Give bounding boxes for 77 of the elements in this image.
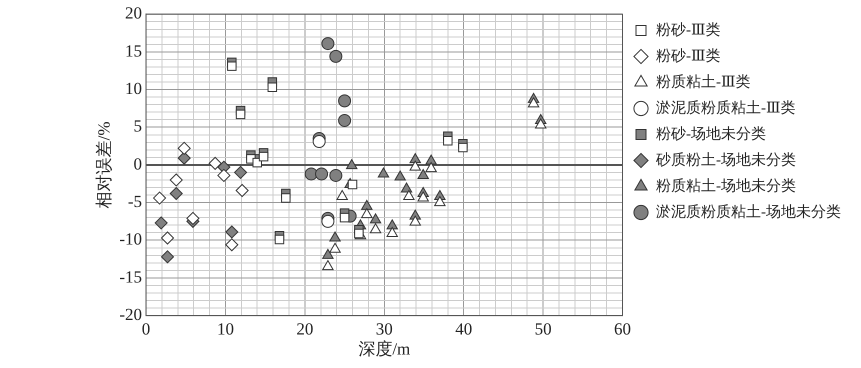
point (329, 242, 341, 253)
point (315, 167, 328, 180)
point (338, 94, 352, 108)
point (361, 200, 373, 210)
point (329, 168, 342, 182)
point (410, 153, 421, 164)
legend-label: 粉质粘土-场地未分类 (656, 177, 796, 194)
point (336, 190, 348, 200)
y-tick-label: -5 (128, 192, 142, 212)
point (186, 212, 200, 225)
point (434, 196, 446, 206)
point (322, 248, 334, 259)
point (361, 208, 373, 218)
x-axis-title: 深度/m (358, 340, 410, 359)
point (370, 223, 382, 234)
point (417, 192, 429, 202)
point (403, 190, 415, 200)
point (154, 216, 168, 230)
legend-label: 粉砂-场地未分类 (656, 125, 766, 142)
point (329, 50, 342, 63)
point (170, 187, 183, 200)
y-axis-title: 相对误差/% (94, 121, 114, 208)
y-tick-label: 0 (134, 154, 142, 174)
point (234, 166, 248, 179)
point (338, 114, 352, 127)
point (161, 250, 174, 264)
point (535, 118, 546, 128)
point (386, 226, 398, 237)
point (528, 97, 540, 108)
point (346, 159, 358, 170)
y-tick-label: -15 (119, 267, 142, 286)
point (321, 214, 334, 228)
point (227, 61, 237, 71)
point (321, 37, 334, 50)
point (322, 260, 334, 270)
x-tick-label: 60 (614, 319, 632, 338)
point (312, 135, 326, 148)
point (236, 110, 246, 120)
point (274, 234, 284, 244)
y-tick-label: 5 (134, 116, 142, 136)
point (258, 152, 268, 162)
x-tick-label: 50 (534, 319, 552, 338)
point (378, 167, 390, 178)
point (425, 154, 437, 165)
point (268, 82, 278, 92)
y-tick-label: 20 (125, 4, 142, 23)
x-tick-label: 40 (455, 319, 472, 338)
point (394, 170, 406, 180)
point (225, 225, 238, 238)
point (178, 152, 191, 165)
point (386, 219, 398, 230)
legend-label: 砂质粉土-场地未分类 (655, 151, 796, 168)
legend-label: 淤泥质粉质粘土-Ⅲ类 (656, 99, 796, 116)
legend-label: 粉质粘土-Ⅲ类 (656, 73, 750, 90)
x-tick-label: 10 (216, 319, 234, 338)
point (417, 168, 429, 179)
point (340, 212, 350, 222)
legend-label: 粉砂-Ⅲ类 (656, 21, 720, 38)
point (354, 228, 364, 238)
x-tick-label: 20 (296, 319, 314, 338)
point (281, 193, 291, 203)
y-tick-label: -20 (119, 305, 142, 324)
point (458, 142, 468, 152)
x-tick-label: 30 (376, 319, 393, 338)
point (348, 180, 358, 190)
point (410, 216, 421, 226)
point (425, 162, 437, 172)
y-tick-label: 10 (125, 79, 142, 98)
point (370, 213, 382, 224)
legend-label: 粉砂-Ⅲ类 (656, 47, 720, 64)
point (443, 136, 453, 146)
legend-label: 淤泥质粉质粘土-场地未分类 (656, 203, 842, 220)
point (329, 231, 341, 242)
y-tick-label: 15 (125, 41, 142, 60)
point (410, 160, 421, 171)
y-tick-label: -10 (119, 230, 142, 249)
point (400, 182, 412, 193)
